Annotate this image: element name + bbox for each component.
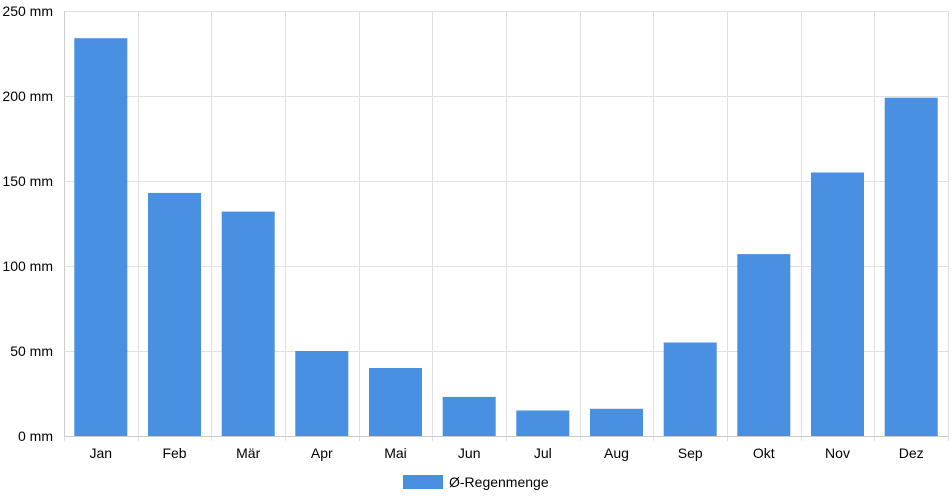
bar-sep[interactable] xyxy=(663,342,717,437)
x-tick-label: Sep xyxy=(678,445,703,461)
y-tick-labels: 0 mm 50 mm 100 mm 150 mm 200 mm 250 mm xyxy=(2,3,53,444)
bar-jun[interactable] xyxy=(442,396,496,436)
bar-jul[interactable] xyxy=(516,410,570,437)
grid-lines xyxy=(64,11,949,441)
legend-label[interactable]: Ø-Regenmenge xyxy=(449,474,549,490)
bar-nov[interactable] xyxy=(811,172,864,437)
legend-swatch[interactable] xyxy=(403,475,443,489)
x-tick-label: Jan xyxy=(90,445,113,461)
axes xyxy=(64,11,948,437)
bar-okt[interactable] xyxy=(737,254,791,436)
bar-dez[interactable] xyxy=(884,97,938,436)
x-tick-label: Feb xyxy=(162,445,186,461)
y-tick-label: 200 mm xyxy=(2,88,53,104)
y-tick-label: 0 mm xyxy=(18,428,53,444)
x-tick-label: Apr xyxy=(311,445,333,461)
x-tick-label: Mär xyxy=(236,445,260,461)
bar-aug[interactable] xyxy=(590,408,643,436)
y-tick-label: 250 mm xyxy=(2,3,53,19)
x-tick-label: Dez xyxy=(899,445,924,461)
bars xyxy=(74,38,938,437)
bar-apr[interactable] xyxy=(295,351,349,436)
y-tick-label: 150 mm xyxy=(2,173,53,189)
y-tick-label: 100 mm xyxy=(2,258,53,274)
x-tick-label: Okt xyxy=(753,445,775,461)
legend[interactable]: Ø-Regenmenge xyxy=(403,474,549,490)
x-tick-label: Nov xyxy=(825,445,850,461)
x-tick-label: Mai xyxy=(384,445,407,461)
x-tick-labels: Jan Feb Mär Apr Mai Jun Jul Aug Sep Okt Nov Dez xyxy=(90,445,924,461)
bar-mai[interactable] xyxy=(369,368,422,436)
y-tick-label: 50 mm xyxy=(10,343,53,359)
x-tick-label: Jul xyxy=(534,445,552,461)
bar-feb[interactable] xyxy=(148,192,201,436)
bar-mär[interactable] xyxy=(221,211,275,436)
bar-jan[interactable] xyxy=(74,38,128,436)
x-tick-label: Jun xyxy=(458,445,481,461)
x-tick-label: Aug xyxy=(604,445,629,461)
